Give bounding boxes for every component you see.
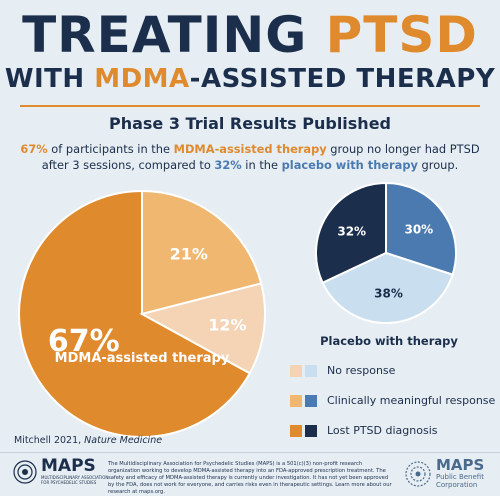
legend-swatch-placebo-no-response (305, 364, 317, 377)
maps-pbc-logo[interactable]: MAPS Public Benefit Corporation (404, 458, 484, 489)
legend-label-meaningful: Clinically meaningful response (327, 394, 496, 407)
title-line-1: TREATING PTSD (0, 6, 500, 64)
legend-swatch-mdma-no-response (290, 364, 302, 377)
summary-t3: in the (241, 158, 282, 172)
summary-text: 67% of participants in the MDMA-assisted… (14, 141, 486, 173)
legend: No response Clinically meaningful respon… (290, 363, 495, 453)
legend-swatch-placebo-meaningful (305, 394, 317, 407)
title-mdma: MDMA (94, 64, 190, 94)
mdma-pie-slice-1 (141, 189, 263, 316)
maps-pbc-sub-1: Public Benefit (436, 473, 484, 481)
placebo-pie-slice-2 (321, 251, 454, 324)
mdma-pie-label-2: 12% (208, 315, 246, 334)
title-assisted-therapy: -ASSISTED THERAPY (189, 64, 496, 94)
footer-disclaimer: The Multidisciplinary Association for Ps… (108, 461, 392, 495)
title-line-2: WITH MDMA-ASSISTED THERAPY (0, 64, 500, 94)
placebo-pie-slice-0 (315, 181, 387, 285)
maps-pbc-sub-2: Corporation (436, 481, 478, 489)
summary-t1: of participants in the (47, 142, 174, 156)
placebo-pie-name-label: Placebo with therapy (320, 334, 458, 348)
title-ptsd: PTSD (325, 6, 478, 64)
subtitle: Phase 3 Trial Results Published (108, 114, 391, 133)
legend-swatch-mdma-meaningful (290, 394, 302, 407)
legend-item-no-response: No response (290, 363, 495, 378)
mdma-pie-slice-0 (18, 189, 252, 438)
placebo-pie-slice-1 (385, 181, 457, 276)
citation-author: Mitchell 2021, (14, 435, 85, 446)
summary-pct-placebo: 32% (214, 158, 242, 172)
summary-t4: group. (417, 158, 459, 172)
placebo-pie-label-0: 32% (337, 224, 366, 238)
pie-charts: 67% 21% 12% 32% 30% 38% MDMA-assisted therapy (18, 181, 457, 438)
title-treating: TREATING (22, 6, 326, 64)
title-with: WITH (4, 64, 95, 94)
mdma-pie-label-0: 67% (48, 324, 120, 359)
summary-group-placebo: placebo with therapy (281, 158, 418, 172)
summary-t2: group no longer had PTSD after 3 session… (41, 142, 480, 172)
maps-pbc-logo-icon (405, 460, 431, 487)
citation-journal: Nature Medicine (84, 435, 163, 446)
summary-pct-mdma: 67% (20, 142, 48, 156)
legend-label-no-response: No response (327, 364, 396, 377)
legend-swatch-placebo-lost (305, 424, 317, 437)
maps-logo-icon (13, 459, 37, 484)
summary-group-mdma: MDMA-assisted therapy (173, 142, 327, 156)
mdma-pie-name-label: MDMA-assisted therapy (55, 351, 230, 366)
maps-logo-word: MAPS (41, 456, 96, 476)
legend-item-meaningful: Clinically meaningful response (290, 393, 495, 408)
mdma-pie-slice-2 (139, 282, 266, 375)
citation: Mitchell 2021, Nature Medicine (14, 435, 162, 446)
legend-label-lost-diagnosis: Lost PTSD diagnosis (327, 424, 438, 437)
mdma-pie-label-1: 21% (170, 244, 208, 263)
maps-logo[interactable]: MAPS MULTIDISCIPLINARY ASSOCIATION FOR P… (12, 458, 111, 485)
placebo-pie-label-1: 30% (404, 222, 433, 236)
legend-swatch-mdma-lost (290, 424, 302, 437)
placebo-pie-label-2: 38% (374, 287, 403, 301)
maps-pbc-word: MAPS (436, 456, 485, 474)
legend-item-lost-diagnosis: Lost PTSD diagnosis (290, 423, 495, 438)
maps-logo-subtitle: MULTIDISCIPLINARY ASSOCIATION FOR PSYCHE… (41, 475, 109, 485)
divider (20, 105, 480, 107)
